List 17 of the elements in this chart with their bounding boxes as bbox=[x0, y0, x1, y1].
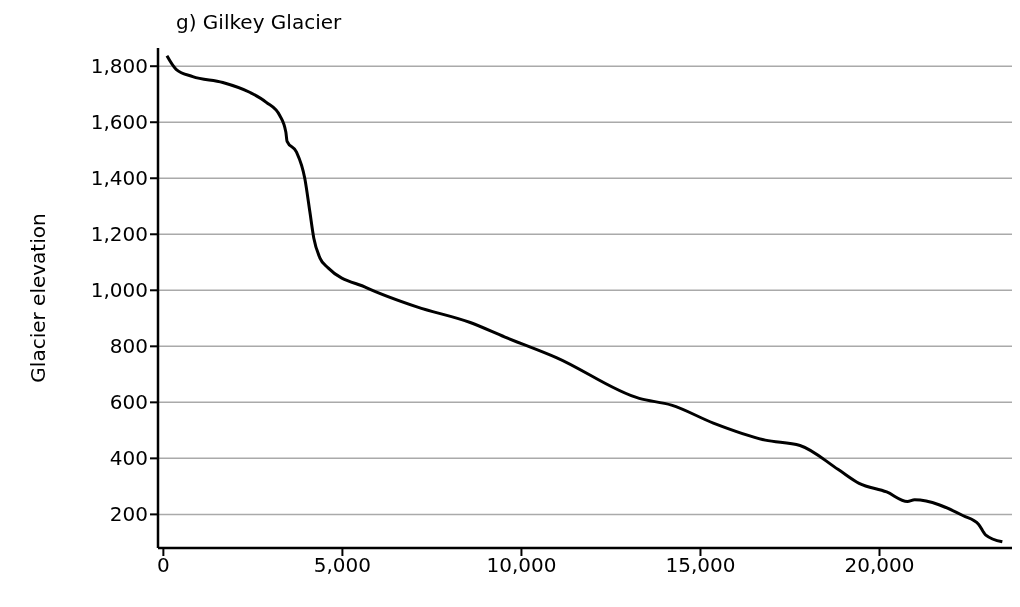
line-series bbox=[165, 54, 1004, 544]
chart-title: g) Gilkey Glacier bbox=[176, 10, 342, 34]
x-tick-label: 10,000 bbox=[486, 553, 557, 578]
y-tick-label: 1,600 bbox=[90, 110, 148, 135]
y-tick-label: 200 bbox=[109, 502, 148, 527]
y-tick-label: 800 bbox=[109, 334, 148, 359]
y-axis-title: Glacier elevation bbox=[26, 213, 51, 383]
y-tick-label: 1,800 bbox=[90, 54, 148, 79]
x-tick-label: 15,000 bbox=[665, 553, 736, 578]
y-tick-label: 1,000 bbox=[90, 278, 148, 303]
y-tick-label: 600 bbox=[109, 390, 148, 415]
y-tick-label: 1,200 bbox=[90, 222, 148, 247]
x-tick-label: 0 bbox=[157, 553, 170, 578]
x-tick-label: 5,000 bbox=[313, 553, 372, 578]
x-tick-label: 20,000 bbox=[844, 553, 915, 578]
y-tick-label: 400 bbox=[109, 446, 148, 471]
y-tick-label: 1,400 bbox=[90, 166, 148, 191]
